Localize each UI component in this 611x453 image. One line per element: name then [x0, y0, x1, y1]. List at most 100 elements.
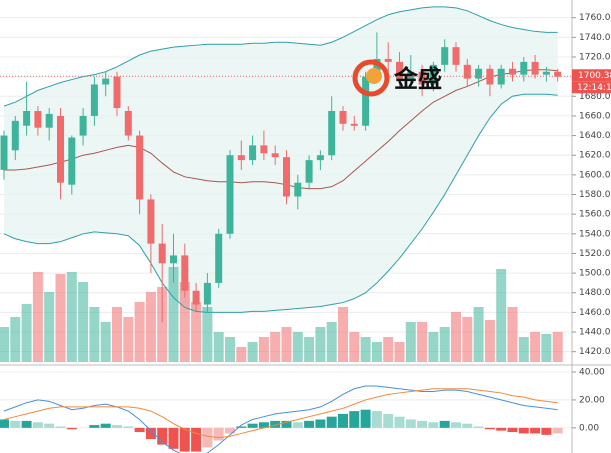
- volume-bar: [89, 307, 100, 362]
- macd-histogram-bar: [123, 426, 134, 428]
- candle-body: [249, 145, 257, 161]
- volume-bar: [0, 327, 9, 362]
- candle-body: [68, 137, 76, 185]
- macd-histogram-bar: [157, 427, 168, 445]
- volume-bar: [112, 307, 122, 362]
- candle-body: [441, 47, 449, 65]
- volume-bar: [338, 307, 348, 362]
- candle-body: [339, 111, 347, 124]
- y-tick-label: 1440.00: [579, 328, 611, 338]
- y-tick-label: 1560.00: [579, 210, 611, 220]
- y-tick-label: 1500.00: [579, 269, 611, 279]
- macd-histogram-bar: [32, 422, 43, 428]
- volume-bar: [281, 327, 292, 362]
- countdown-box: [572, 81, 611, 94]
- candle-body: [102, 78, 110, 85]
- logo-ring: [352, 59, 390, 97]
- macd-histogram-bar: [530, 427, 541, 434]
- volume-bar: [507, 307, 518, 362]
- volume-bar: [451, 312, 461, 362]
- volume-bar: [179, 282, 190, 362]
- y-tick-label: 1600.00: [579, 170, 611, 180]
- candle-body: [475, 68, 483, 79]
- macd-histogram-bar: [134, 427, 145, 433]
- volume-bar: [473, 307, 484, 362]
- volume-bar: [213, 332, 224, 362]
- candle-body: [90, 84, 98, 116]
- macd-histogram-bar: [145, 427, 156, 440]
- macd-histogram-bar: [44, 423, 55, 428]
- macd-histogram-bar: [225, 427, 235, 434]
- volume-bar: [541, 334, 552, 362]
- volume-bar: [10, 317, 21, 362]
- candle-body: [316, 155, 324, 161]
- volume-bar: [326, 322, 337, 362]
- macd-histogram-bar: [541, 427, 552, 435]
- candle-body: [203, 282, 211, 305]
- candle-body: [23, 111, 31, 126]
- volume-bar: [394, 342, 405, 362]
- candle-body: [294, 182, 302, 197]
- volume-bar: [157, 287, 168, 362]
- volume-bar: [191, 302, 202, 362]
- y-tick-label: 20.00: [579, 395, 605, 405]
- volume-bar: [247, 342, 258, 362]
- volume-bar: [383, 337, 394, 362]
- y-tick-label: 1680.00: [579, 92, 611, 102]
- macd-histogram-bar: [112, 425, 122, 428]
- macd-histogram-bar: [270, 420, 281, 428]
- y-tick-label: 1720.00: [579, 52, 611, 62]
- macd-histogram-bar: [496, 427, 507, 431]
- y-tick-label: 1740.00: [579, 33, 611, 43]
- macd-histogram-bar: [179, 427, 190, 452]
- volume-bar: [66, 272, 77, 362]
- volume-bar: [484, 320, 495, 362]
- macd-histogram-bar: [326, 416, 337, 428]
- macd-histogram-bar: [191, 427, 202, 452]
- volume-bar: [145, 292, 156, 362]
- watermark-logo: [352, 59, 390, 97]
- macd-histogram-bar: [338, 413, 348, 428]
- candle-body: [57, 115, 64, 183]
- y-tick-label: 1460.00: [579, 308, 611, 318]
- volume-bar: [134, 302, 145, 362]
- volume-bar: [270, 332, 281, 362]
- candle-body: [0, 135, 8, 170]
- candle-body: [531, 61, 539, 75]
- volume-bar: [21, 304, 32, 362]
- candle-body: [283, 157, 290, 197]
- candle-body: [215, 233, 223, 283]
- macd-histogram-bar: [21, 420, 32, 428]
- volume-bar: [168, 267, 179, 362]
- volume-bar: [55, 274, 66, 362]
- watermark: 金盛: [393, 65, 442, 93]
- volume-bar: [428, 332, 439, 362]
- volume-bar: [518, 337, 529, 362]
- macd-histogram-bar: [462, 423, 473, 428]
- band-lower: [3, 93, 558, 313]
- volume-bar: [225, 337, 235, 362]
- macd-histogram-bar: [383, 413, 394, 428]
- macd-histogram-bar: [281, 420, 292, 428]
- volume-bar: [304, 337, 315, 362]
- macd-histogram-bar: [349, 411, 360, 428]
- candle-body: [328, 111, 336, 156]
- candle-body: [192, 290, 200, 305]
- band-upper: [3, 6, 558, 107]
- y-tick-label: 0.00: [579, 423, 599, 433]
- candle-body: [373, 58, 381, 77]
- volume-bar: [32, 272, 43, 362]
- candle-body: [260, 145, 268, 154]
- volume-bar: [202, 307, 213, 362]
- candle-body: [542, 71, 550, 75]
- volume-bar: [417, 322, 428, 362]
- macd-histogram-bar: [10, 420, 21, 428]
- macd-histogram-bar: [417, 420, 428, 428]
- volume-bar: [292, 332, 303, 362]
- logo-core: [366, 68, 382, 84]
- volume-bar: [439, 327, 450, 362]
- macd-histogram-bar: [428, 422, 439, 428]
- candle-body: [181, 255, 189, 291]
- candle-body: [350, 123, 358, 126]
- candle-body: [124, 111, 132, 136]
